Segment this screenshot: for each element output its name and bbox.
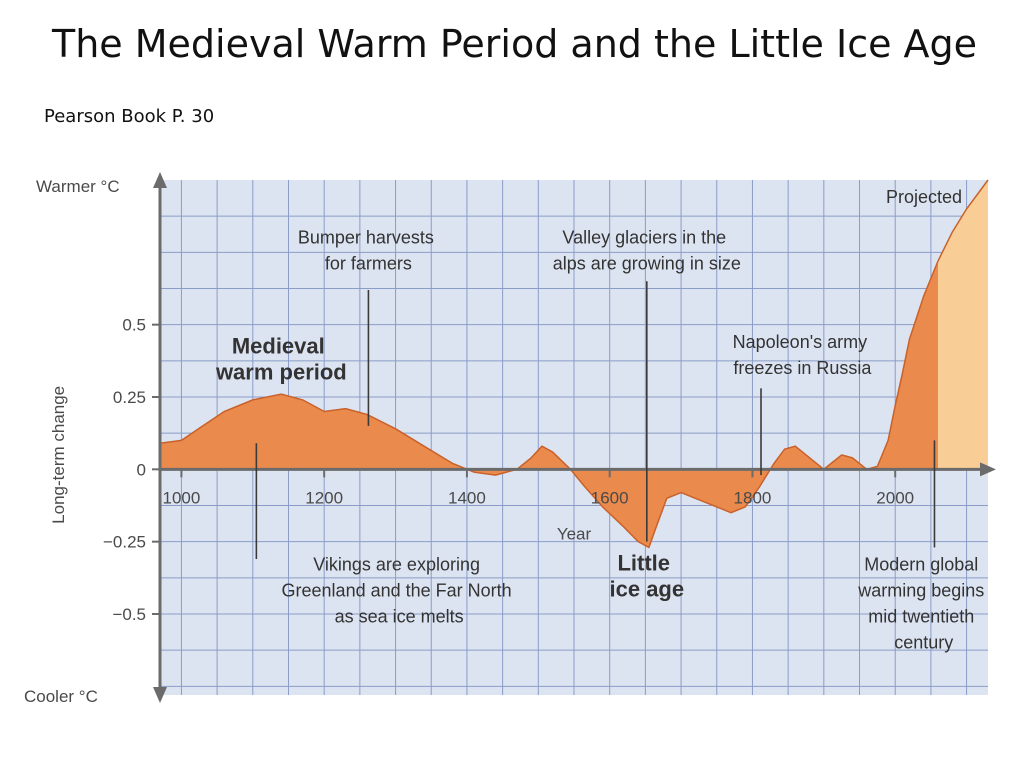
y-axis-arrow-down — [153, 687, 167, 703]
annotation-napoleon: Napoleon's army freezes in Russia — [733, 332, 873, 378]
annotations: Bumper harvests for farmers Valley glaci… — [215, 228, 989, 653]
annotation-bumper-harvests: Bumper harvests for farmers — [298, 228, 439, 274]
x-tick-label: 2000 — [876, 488, 914, 507]
y-warmer-label: Warmer °C — [36, 177, 120, 196]
annotation-pointers — [255, 281, 936, 560]
x-tick-labels: 1000 1200 1400 1600 1800 2000 — [162, 488, 914, 507]
x-axis-arrow — [980, 462, 996, 477]
y-axis-label: Long-term change — [49, 386, 68, 524]
annotation-valley-glaciers: Valley glaciers in the alps are growing … — [553, 228, 741, 274]
y-tick-label: −0.5 — [112, 605, 146, 624]
slide-subtitle: Pearson Book P. 30 — [44, 106, 215, 127]
y-tick-labels: 0.5 0.25 0 −0.25 −0.5 — [103, 316, 146, 624]
y-tick-label: 0 — [137, 460, 146, 479]
temperature-curve — [159, 179, 989, 549]
temperature-area — [159, 179, 989, 549]
projected-label: Projected — [886, 187, 962, 207]
x-tick-label: 1800 — [734, 488, 772, 507]
annotation-medieval-warm-period: Medieval warm period — [215, 334, 347, 385]
horizontal-gridlines — [160, 215, 988, 687]
y-axis-arrow-up — [153, 172, 167, 188]
x-tick-label: 1400 — [448, 488, 486, 507]
annotation-little-ice-age: Little ice age — [610, 551, 685, 602]
y-cooler-label: Cooler °C — [24, 687, 98, 706]
slide-title: The Medieval Warm Period and the Little … — [52, 22, 978, 66]
x-axis-label: Year — [557, 524, 592, 543]
y-tick-label: 0.5 — [122, 316, 146, 335]
historical-area — [160, 261, 939, 548]
annotation-modern-warming: Modern global warming begins mid twentie… — [857, 555, 989, 653]
y-tick-label: 0.25 — [113, 388, 146, 407]
projected-area — [938, 180, 988, 470]
x-tick-label: 1200 — [305, 488, 343, 507]
x-tick-label: 1000 — [162, 488, 200, 507]
y-tick-label: −0.25 — [103, 533, 146, 552]
annotation-vikings: Vikings are exploring Greenland and the … — [282, 555, 517, 627]
axes — [152, 172, 996, 703]
x-tick-label: 1600 — [591, 488, 629, 507]
